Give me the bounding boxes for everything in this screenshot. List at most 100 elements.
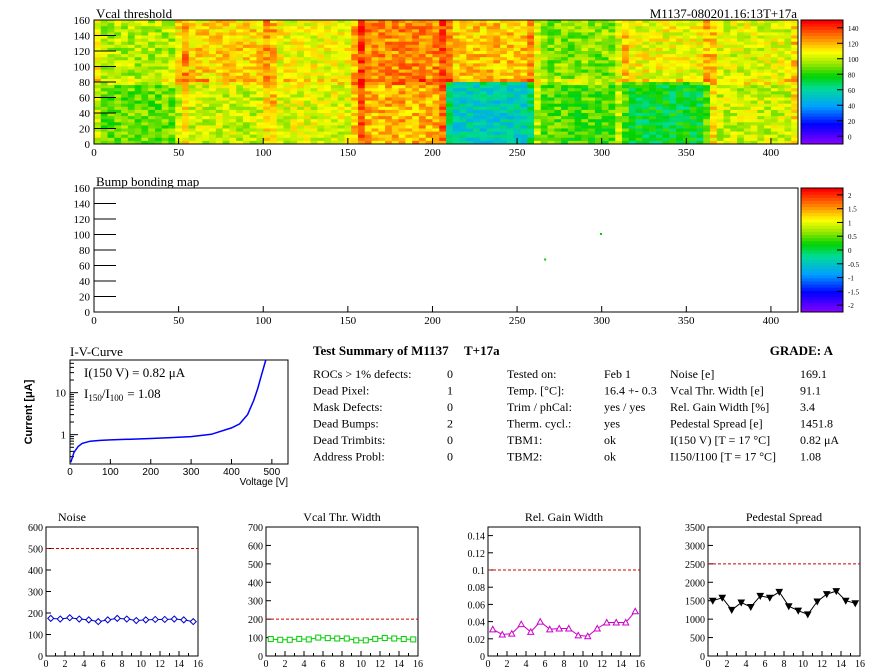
vcal-cell: [473, 75, 481, 80]
vcal-cell: [182, 35, 190, 39]
vcal-cell: [791, 41, 799, 46]
vcal-cell: [791, 97, 799, 101]
palette-band: [801, 75, 843, 80]
vcal-cell: [628, 47, 636, 52]
vcal-cell: [107, 63, 115, 67]
vcal-cell: [229, 91, 237, 95]
vcal-cell: [263, 38, 271, 43]
vcal-cell: [154, 35, 163, 39]
vcal-cell: [263, 122, 271, 126]
vcal-cell: [263, 57, 271, 61]
vcal-cell: [466, 38, 474, 43]
vcal-cell: [493, 35, 501, 39]
data-point: [765, 594, 774, 602]
vcal-cell: [283, 69, 291, 74]
vcal-cell: [608, 91, 616, 95]
vcal-cell: [371, 91, 379, 95]
vcal-cell: [500, 63, 508, 67]
vcal-cell: [358, 47, 366, 52]
vcal-cell: [324, 91, 332, 95]
iv-ylabel: Current [μA]: [23, 379, 35, 444]
vcal-cell: [127, 106, 136, 111]
vcal-cell: [168, 109, 176, 114]
vcal-cell: [635, 60, 643, 64]
vcal-cell: [215, 72, 224, 77]
vcal-cell: [446, 97, 454, 101]
vcal-cell: [730, 63, 738, 67]
vcal-cell: [405, 20, 413, 24]
vcal-cell: [364, 85, 372, 89]
vcal-cell: [452, 106, 460, 111]
vcal-cell: [100, 131, 108, 136]
vcal-cell: [547, 119, 555, 123]
vcal-cell: [540, 75, 548, 80]
vcal-cell: [500, 69, 508, 74]
vcal-cell: [622, 128, 630, 132]
vcal-cell: [764, 97, 772, 101]
vcal-cell: [513, 57, 521, 61]
vcal-cell: [581, 75, 589, 80]
vcal-cell: [310, 128, 318, 132]
vcal-cell: [405, 94, 413, 98]
vcal-cell: [764, 26, 772, 30]
vcal-cell: [107, 131, 115, 136]
vcal-cell: [540, 60, 548, 64]
vcal-cell: [682, 32, 691, 36]
vcal-cell: [628, 75, 636, 80]
vcal-cell: [459, 131, 467, 136]
vcal-cell: [628, 20, 636, 24]
vcal-cell: [229, 20, 237, 24]
vcal-cell: [100, 88, 108, 92]
chart-ytick-label: 400: [248, 578, 263, 589]
palette-band: [801, 222, 843, 226]
vcal-cell: [405, 109, 413, 114]
vcal-cell: [791, 78, 799, 83]
iv-annotation-2: I150/I100 = 1.08: [84, 386, 161, 403]
vcal-cell: [669, 116, 677, 120]
vcal-cell: [351, 134, 359, 139]
vcal-cell: [581, 38, 589, 43]
vcal-cell: [594, 57, 603, 61]
vcal-cell: [628, 69, 636, 74]
vcal-cell: [242, 113, 251, 117]
vcal-cell: [635, 26, 643, 30]
vcal-cell: [209, 26, 217, 30]
vcal-threshold-map: Vcal threshold M1137-080201.16:13T+17a 0…: [74, 6, 860, 159]
vcal-cell: [182, 140, 190, 145]
vcal-cell: [249, 75, 257, 80]
vcal-cell: [134, 131, 142, 136]
chart-xtick-label: 6: [763, 659, 768, 670]
vcal-cell: [425, 116, 433, 120]
vcal-cell: [784, 134, 792, 139]
vcal-cell: [263, 140, 271, 145]
vcal-cell: [100, 51, 108, 55]
vcal-cell: [141, 69, 149, 74]
vcal-cell: [249, 20, 257, 24]
vcal-cell: [635, 51, 643, 55]
vcal-cell: [121, 109, 129, 114]
vcal-cell: [777, 26, 785, 30]
vcal-cell: [175, 72, 183, 77]
vcal-cell: [276, 85, 284, 89]
vcal-cell: [689, 125, 697, 129]
vcal-cell: [141, 32, 149, 36]
vcal-cell: [330, 66, 339, 70]
vcal-cell: [743, 26, 752, 30]
vcal-cell: [242, 116, 251, 120]
vcal-cell: [561, 51, 569, 55]
vcal-cell: [777, 32, 785, 36]
vcal-cell: [750, 41, 758, 46]
vcal-cell: [134, 23, 142, 27]
data-point: [564, 624, 573, 632]
vcal-cell: [459, 78, 467, 83]
vcal-cell: [554, 128, 562, 132]
vcal-cell: [385, 131, 393, 136]
vcal-cell: [297, 57, 305, 61]
vcal-cell: [601, 69, 609, 74]
palette-label: 80: [848, 71, 856, 79]
vcal-cell: [94, 103, 102, 108]
vcal-cell: [358, 91, 366, 95]
vcal-cell: [358, 82, 366, 86]
palette-band: [801, 296, 843, 301]
series-line: [270, 637, 414, 641]
